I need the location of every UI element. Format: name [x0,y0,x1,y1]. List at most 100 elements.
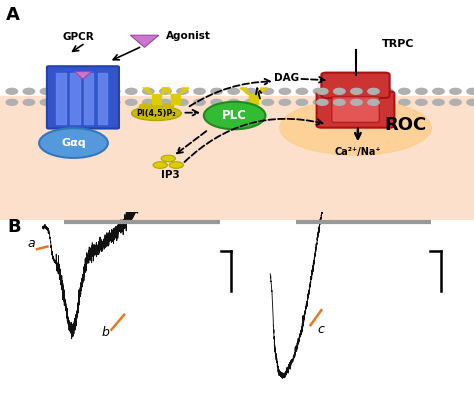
Ellipse shape [351,99,362,105]
Text: Ca²⁺/Na⁺: Ca²⁺/Na⁺ [335,147,381,157]
Ellipse shape [347,99,359,105]
Bar [98,73,107,124]
Text: c: c [318,323,325,336]
Polygon shape [258,88,267,95]
Ellipse shape [160,88,171,94]
Text: B: B [7,218,21,236]
Ellipse shape [262,99,273,105]
Polygon shape [143,88,152,95]
Ellipse shape [211,99,222,105]
Ellipse shape [399,99,410,105]
Text: b: b [102,326,110,339]
Ellipse shape [109,88,120,94]
Ellipse shape [177,88,188,94]
Ellipse shape [211,88,222,94]
Ellipse shape [330,99,342,105]
Polygon shape [180,88,189,95]
Ellipse shape [416,99,427,105]
Ellipse shape [40,88,52,94]
Text: PI(4,5)P₂: PI(4,5)P₂ [137,109,176,118]
Ellipse shape [194,99,205,105]
Bar [56,73,66,124]
Ellipse shape [467,88,474,94]
Ellipse shape [74,99,86,105]
Bar [70,73,80,124]
Ellipse shape [126,88,137,94]
Ellipse shape [365,88,376,94]
Ellipse shape [330,88,342,94]
Text: TRPC: TRPC [382,39,414,49]
Ellipse shape [433,99,444,105]
Ellipse shape [368,88,379,94]
Bar [152,94,161,105]
Ellipse shape [23,99,35,105]
Ellipse shape [139,104,150,109]
Ellipse shape [39,128,108,158]
FancyBboxPatch shape [332,97,379,122]
Ellipse shape [23,88,35,94]
Polygon shape [162,88,171,95]
Ellipse shape [163,104,173,109]
Ellipse shape [416,88,427,94]
Ellipse shape [334,99,345,105]
Ellipse shape [313,99,325,105]
Polygon shape [130,35,159,47]
Ellipse shape [91,99,103,105]
Text: Gαq: Gαq [61,138,86,148]
Ellipse shape [6,88,18,94]
Ellipse shape [279,88,291,94]
Ellipse shape [433,88,444,94]
Ellipse shape [57,99,69,105]
Ellipse shape [194,88,205,94]
Ellipse shape [245,88,256,94]
Ellipse shape [177,99,188,105]
Text: IP3: IP3 [161,170,180,180]
Text: a: a [27,237,35,250]
Ellipse shape [368,99,379,105]
Ellipse shape [6,99,18,105]
FancyBboxPatch shape [47,66,119,129]
Bar [84,73,93,124]
Text: Agonist: Agonist [166,31,211,41]
Polygon shape [240,88,249,95]
FancyBboxPatch shape [321,73,390,98]
Ellipse shape [169,162,183,168]
Ellipse shape [228,88,239,94]
Ellipse shape [132,106,181,121]
Ellipse shape [313,88,325,94]
Ellipse shape [74,88,86,94]
Ellipse shape [40,99,52,105]
Text: GPCR: GPCR [63,32,94,42]
Ellipse shape [204,102,265,129]
Ellipse shape [262,88,273,94]
Ellipse shape [109,99,120,105]
Ellipse shape [280,100,431,155]
Ellipse shape [296,99,308,105]
Ellipse shape [228,99,239,105]
Ellipse shape [334,88,345,94]
Ellipse shape [467,99,474,105]
Ellipse shape [160,99,171,105]
Text: PLC: PLC [222,109,247,122]
Ellipse shape [279,99,291,105]
Ellipse shape [143,88,154,94]
Ellipse shape [382,88,393,94]
Ellipse shape [151,103,162,108]
Ellipse shape [296,88,308,94]
Bar [171,94,180,105]
Ellipse shape [161,155,175,162]
Text: A: A [6,6,19,24]
Ellipse shape [317,88,328,94]
Ellipse shape [245,99,256,105]
Ellipse shape [399,88,410,94]
Ellipse shape [143,99,154,105]
Ellipse shape [317,99,328,105]
Ellipse shape [365,99,376,105]
Ellipse shape [153,162,167,168]
FancyBboxPatch shape [317,91,394,128]
Bar [249,94,258,105]
Bar [0,0,474,96]
Ellipse shape [351,88,362,94]
Text: DAG: DAG [274,73,300,83]
Ellipse shape [57,88,69,94]
